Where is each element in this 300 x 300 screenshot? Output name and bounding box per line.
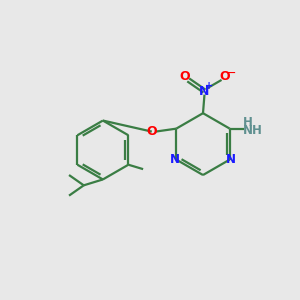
- Text: O: O: [219, 70, 230, 83]
- Text: N: N: [170, 153, 180, 166]
- Text: N: N: [226, 153, 236, 166]
- Text: N: N: [243, 124, 253, 136]
- Text: O: O: [179, 70, 190, 83]
- Text: N: N: [199, 85, 210, 98]
- Text: O: O: [146, 124, 157, 137]
- Text: H: H: [252, 124, 262, 136]
- Text: +: +: [206, 81, 214, 91]
- Text: H: H: [243, 116, 253, 129]
- Text: −: −: [226, 67, 236, 80]
